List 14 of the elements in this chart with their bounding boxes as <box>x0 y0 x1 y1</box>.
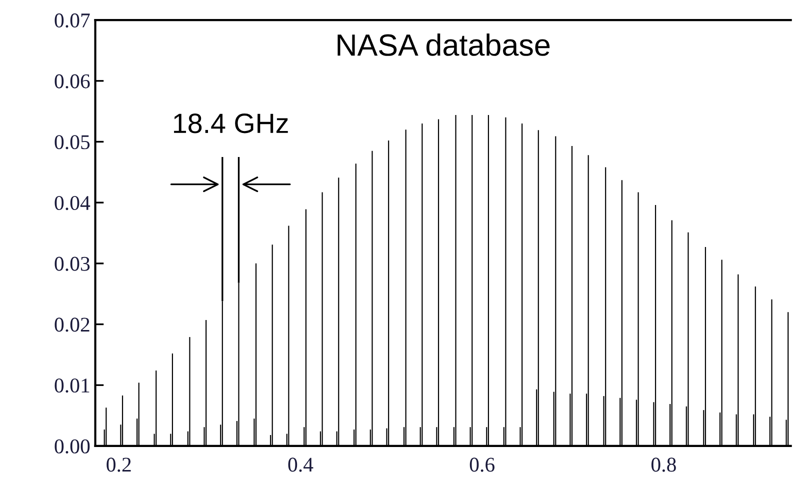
annotation: NASA database <box>338 33 550 56</box>
x-tick-label: 0.4 <box>288 458 314 472</box>
annotation: 18.4 GHz <box>174 114 288 134</box>
y-tick-label: 0.01 <box>54 378 90 393</box>
x-tick-label: 0.2 <box>106 458 131 472</box>
y-tick-label: 0.00 <box>54 439 90 454</box>
y-tick-label: 0.04 <box>54 196 90 210</box>
y-tick-label: 0.06 <box>54 74 90 88</box>
y-tick-label: 0.05 <box>54 135 90 150</box>
x-tick-label: 0.6 <box>470 458 494 472</box>
x-tick-label: 0.8 <box>651 458 676 472</box>
y-tick-label: 0.07 <box>54 13 90 28</box>
y-tick-label: 0.02 <box>54 318 90 332</box>
y-tick-label: 0.03 <box>54 256 90 271</box>
